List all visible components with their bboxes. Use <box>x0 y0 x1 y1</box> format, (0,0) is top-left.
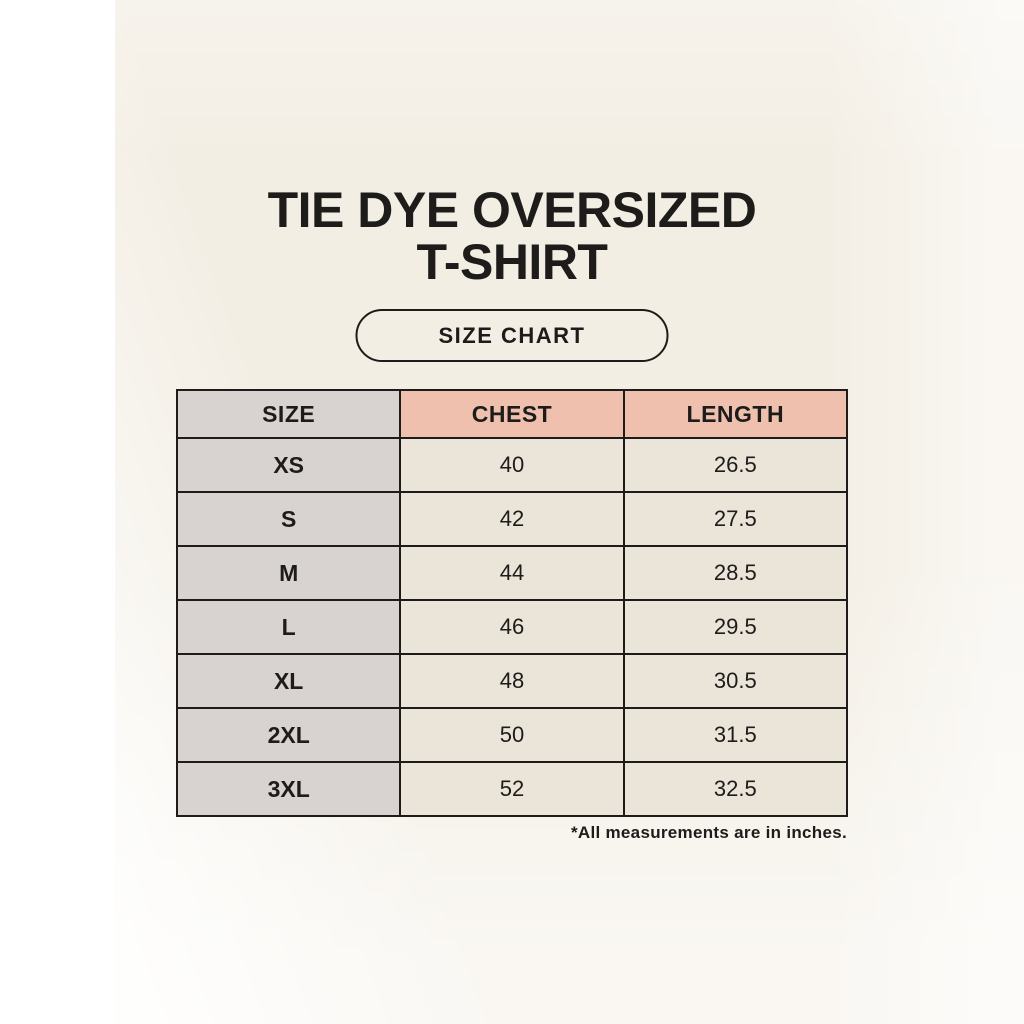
length-cell: 26.5 <box>622 437 849 493</box>
length-cell: 27.5 <box>622 491 849 547</box>
table-header-row: SIZE CHEST LENGTH <box>175 389 849 439</box>
page-title-line2: T-SHIRT <box>416 234 608 290</box>
table-row: XL 48 30.5 <box>175 653 849 709</box>
size-chart-badge-label: SIZE CHART <box>438 322 586 348</box>
size-cell: 3XL <box>175 761 402 817</box>
size-chart-badge: SIZE CHART <box>355 309 669 362</box>
length-cell: 32.5 <box>622 761 849 817</box>
chest-cell: 40 <box>399 437 625 493</box>
chest-cell: 44 <box>399 545 625 601</box>
page-title-line1: TIE DYE OVERSIZED <box>267 182 757 238</box>
page-title: TIE DYE OVERSIZED T-SHIRT <box>0 184 1024 288</box>
size-cell: S <box>175 491 402 547</box>
length-cell: 30.5 <box>622 653 849 709</box>
size-cell: M <box>175 545 402 601</box>
size-cell: 2XL <box>175 707 402 763</box>
size-cell: XS <box>175 437 402 493</box>
table-row: L 46 29.5 <box>175 599 849 655</box>
background-white-strip <box>0 0 115 1024</box>
chest-cell: 52 <box>399 761 625 817</box>
chest-cell: 46 <box>399 599 625 655</box>
size-cell: XL <box>175 653 402 709</box>
chest-cell: 50 <box>399 707 625 763</box>
length-cell: 31.5 <box>622 707 849 763</box>
column-header-chest: CHEST <box>399 389 625 439</box>
size-cell: L <box>175 599 402 655</box>
chest-cell: 48 <box>399 653 625 709</box>
length-cell: 29.5 <box>622 599 849 655</box>
chest-cell: 42 <box>399 491 625 547</box>
column-header-size: SIZE <box>175 389 402 439</box>
table-row: 2XL 50 31.5 <box>175 707 849 763</box>
table-row: 3XL 52 32.5 <box>175 761 849 817</box>
size-chart-table: SIZE CHEST LENGTH XS 40 26.5 S 42 27.5 M… <box>175 389 849 817</box>
table-row: M 44 28.5 <box>175 545 849 601</box>
measurements-footnote: *All measurements are in inches. <box>570 823 847 842</box>
table-row: S 42 27.5 <box>175 491 849 547</box>
length-cell: 28.5 <box>622 545 849 601</box>
table-row: XS 40 26.5 <box>175 437 849 493</box>
column-header-length: LENGTH <box>622 389 849 439</box>
